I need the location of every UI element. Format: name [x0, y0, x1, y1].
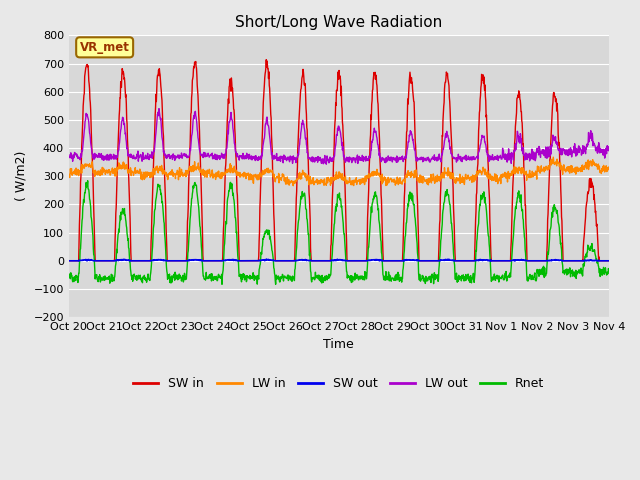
X-axis label: Time: Time — [323, 337, 354, 350]
Title: Short/Long Wave Radiation: Short/Long Wave Radiation — [236, 15, 442, 30]
Y-axis label: ( W/m2): ( W/m2) — [15, 151, 28, 202]
Legend: SW in, LW in, SW out, LW out, Rnet: SW in, LW in, SW out, LW out, Rnet — [129, 372, 549, 396]
Text: VR_met: VR_met — [80, 41, 129, 54]
